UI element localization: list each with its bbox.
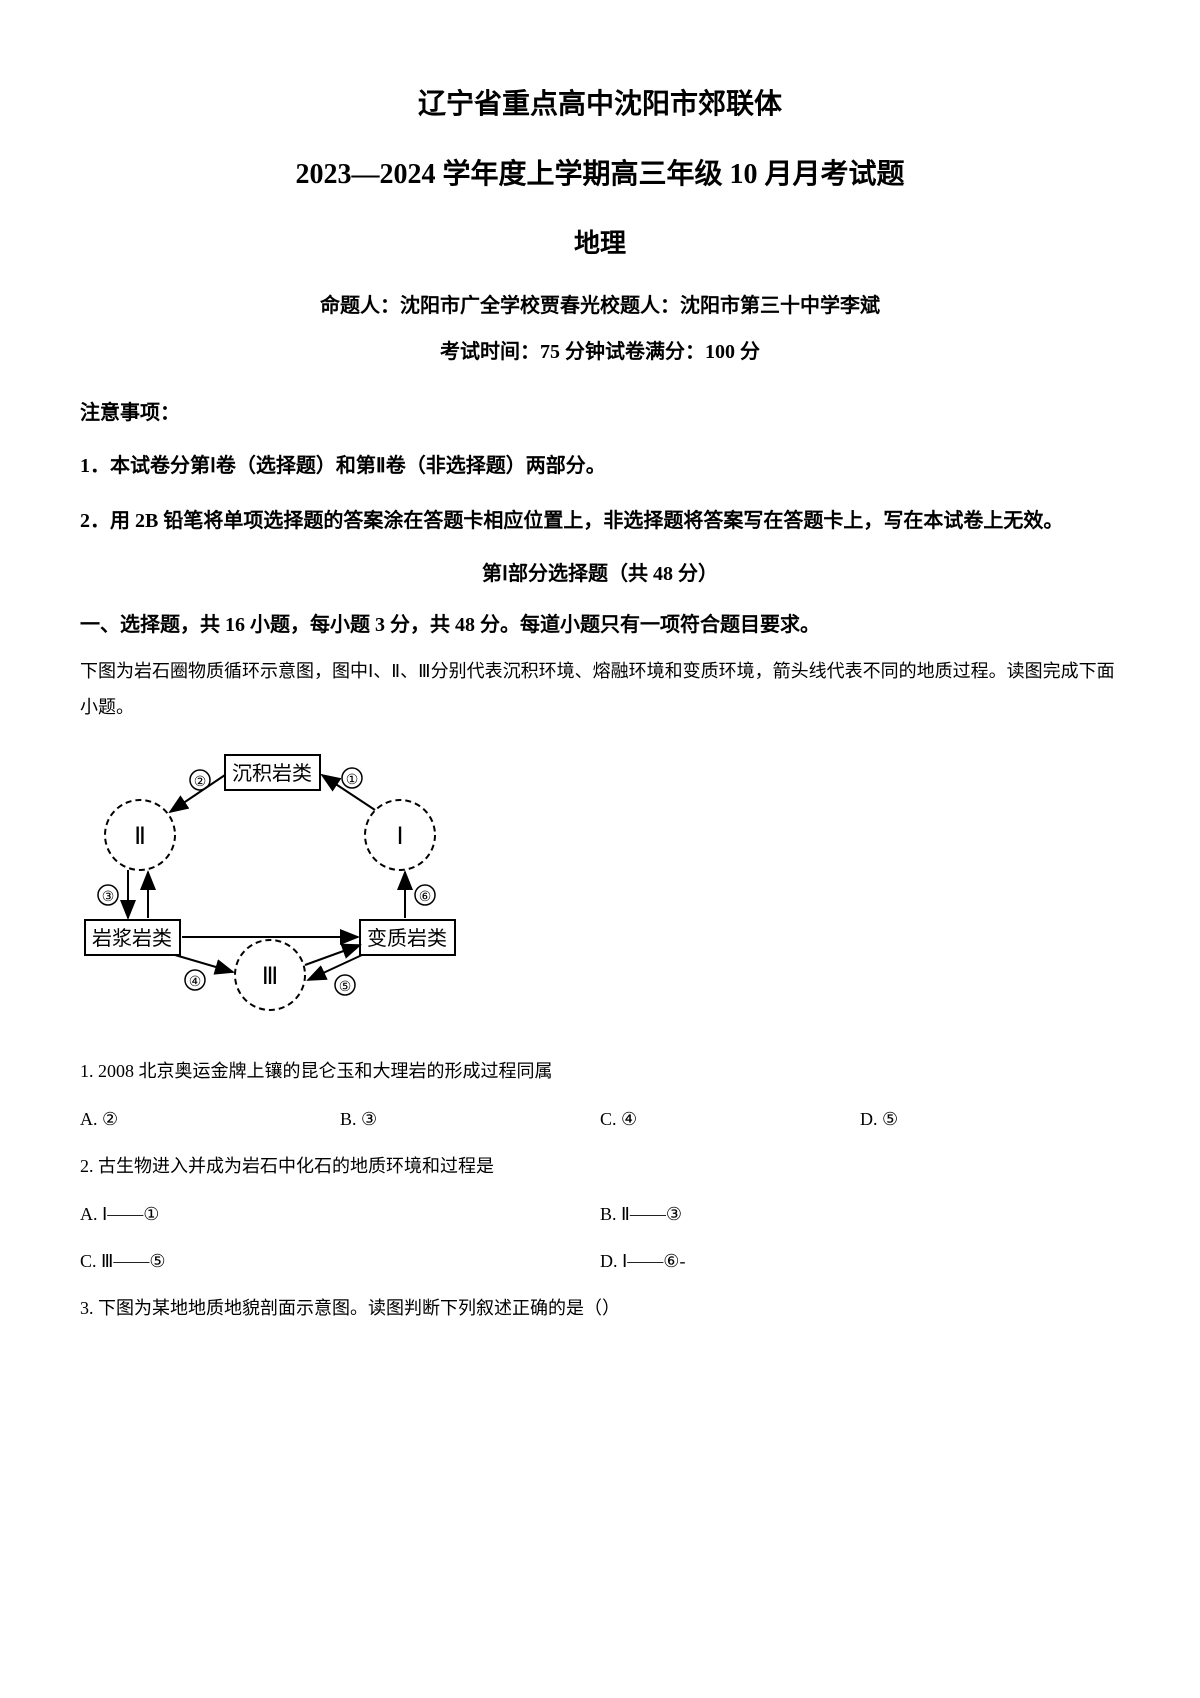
notice-heading: 注意事项：	[80, 395, 1120, 431]
diagram-node-top: 沉积岩类	[232, 762, 312, 785]
q1-option-b: B. ③	[340, 1103, 600, 1135]
diagram-env-3: Ⅲ	[262, 964, 279, 990]
diagram-label-2: ②	[194, 775, 207, 790]
diagram-label-1: ①	[346, 773, 359, 788]
question-2-options-row2: C. Ⅲ——⑤ D. Ⅰ——⑥-	[80, 1245, 1120, 1277]
diagram-node-right: 变质岩类	[367, 927, 447, 950]
notice-item-2: 2．用 2B 铅笔将单项选择题的答案涂在答题卡相应位置上，非选择题将答案写在答题…	[80, 501, 1120, 541]
section-1-title: 第Ⅰ部分选择题（共 48 分）	[80, 556, 1120, 592]
notice-item-1: 1．本试卷分第Ⅰ卷（选择题）和第Ⅱ卷（非选择题）两部分。	[80, 446, 1120, 486]
diagram-env-1: Ⅰ	[396, 824, 403, 850]
title-main: 辽宁省重点高中沈阳市郊联体	[80, 80, 1120, 130]
question-1-options: A. ② B. ③ C. ④ D. ⑤	[80, 1103, 1120, 1135]
passage-text: 下图为岩石圈物质循环示意图，图中Ⅰ、Ⅱ、Ⅲ分别代表沉积环境、熔融环境和变质环境，…	[80, 653, 1120, 725]
diagram-label-3: ③	[102, 890, 115, 905]
q1-option-d: D. ⑤	[860, 1103, 1120, 1135]
question-1-text: 1. 2008 北京奥运金牌上镶的昆仑玉和大理岩的形成过程同属	[80, 1055, 1120, 1087]
diagram-node-left: 岩浆岩类	[92, 927, 172, 950]
q2-option-c: C. Ⅲ——⑤	[80, 1245, 600, 1277]
subject-title: 地理	[80, 221, 1120, 268]
exam-info: 考试时间：75 分钟试卷满分：100 分	[80, 334, 1120, 370]
question-3-text: 3. 下图为某地地质地貌剖面示意图。读图判断下列叙述正确的是（）	[80, 1292, 1120, 1324]
title-sub: 2023—2024 学年度上学期高三年级 10 月月考试题	[80, 150, 1120, 200]
q2-option-a: A. Ⅰ——①	[80, 1198, 600, 1230]
question-2-options-row1: A. Ⅰ——① B. Ⅱ——③	[80, 1198, 1120, 1230]
question-2-text: 2. 古生物进入并成为岩石中化石的地质环境和过程是	[80, 1150, 1120, 1182]
q1-option-c: C. ④	[600, 1103, 860, 1135]
q2-option-b: B. Ⅱ——③	[600, 1198, 1120, 1230]
authors-line: 命题人：沈阳市广全学校贾春光校题人：沈阳市第三十中学李斌	[80, 288, 1120, 324]
section-1-heading: 一、选择题，共 16 小题，每小题 3 分，共 48 分。每道小题只有一项符合题…	[80, 607, 1120, 643]
q2-option-d: D. Ⅰ——⑥-	[600, 1245, 1120, 1277]
diagram-env-2: Ⅱ	[134, 824, 146, 850]
diagram-label-5: ⑤	[339, 980, 352, 995]
rock-cycle-diagram: 沉积岩类 岩浆岩类 变质岩类 Ⅱ Ⅰ Ⅲ ② ①	[80, 740, 1120, 1031]
diagram-label-4: ④	[189, 975, 202, 990]
q1-option-a: A. ②	[80, 1103, 340, 1135]
diagram-label-6: ⑥	[419, 890, 432, 905]
